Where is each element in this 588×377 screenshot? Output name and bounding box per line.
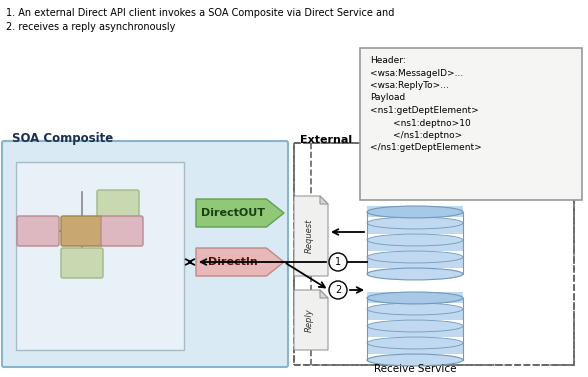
Polygon shape — [294, 290, 328, 350]
Text: 2. receives a reply asynchronously: 2. receives a reply asynchronously — [6, 22, 175, 32]
Ellipse shape — [367, 354, 463, 366]
Polygon shape — [294, 196, 328, 276]
Ellipse shape — [367, 292, 463, 304]
Text: Header:
<wsa:MessageID>...
<wsa:ReplyTo>...
Payload
<ns1:getDeptElement>
       : Header: <wsa:MessageID>... <wsa:ReplyTo>… — [370, 56, 482, 153]
FancyBboxPatch shape — [16, 162, 184, 350]
Text: Request: Request — [305, 219, 313, 253]
Circle shape — [329, 253, 347, 271]
Ellipse shape — [367, 234, 463, 246]
Text: External: External — [300, 135, 352, 145]
Ellipse shape — [367, 251, 463, 263]
FancyBboxPatch shape — [367, 343, 463, 354]
Ellipse shape — [367, 337, 463, 349]
Text: Direct API Client: Direct API Client — [373, 192, 457, 202]
FancyBboxPatch shape — [2, 141, 288, 367]
FancyBboxPatch shape — [367, 206, 463, 217]
Text: DirectIn: DirectIn — [208, 257, 258, 267]
FancyBboxPatch shape — [360, 48, 582, 200]
FancyBboxPatch shape — [61, 248, 103, 278]
Text: 1: 1 — [335, 257, 341, 267]
Text: Reply: Reply — [305, 308, 313, 332]
Ellipse shape — [367, 217, 463, 229]
Text: DirectOUT: DirectOUT — [201, 208, 265, 218]
Ellipse shape — [367, 206, 463, 218]
Polygon shape — [320, 290, 328, 298]
FancyBboxPatch shape — [97, 190, 139, 220]
Polygon shape — [196, 248, 284, 276]
FancyBboxPatch shape — [367, 292, 463, 303]
Polygon shape — [196, 199, 284, 227]
Text: 2: 2 — [335, 285, 341, 295]
FancyBboxPatch shape — [367, 309, 463, 320]
Text: SOA Composite: SOA Composite — [12, 132, 113, 145]
FancyBboxPatch shape — [17, 216, 59, 246]
FancyBboxPatch shape — [61, 216, 103, 246]
Polygon shape — [320, 196, 328, 204]
Text: 1. An external Direct API client invokes a SOA Composite via Direct Service and: 1. An external Direct API client invokes… — [6, 8, 395, 18]
FancyBboxPatch shape — [367, 257, 463, 268]
FancyBboxPatch shape — [367, 326, 463, 337]
Ellipse shape — [367, 268, 463, 280]
FancyBboxPatch shape — [367, 240, 463, 251]
Ellipse shape — [367, 320, 463, 332]
Text: Receive Service: Receive Service — [374, 364, 456, 374]
FancyBboxPatch shape — [101, 216, 143, 246]
FancyBboxPatch shape — [367, 223, 463, 234]
Ellipse shape — [367, 303, 463, 315]
Circle shape — [329, 281, 347, 299]
